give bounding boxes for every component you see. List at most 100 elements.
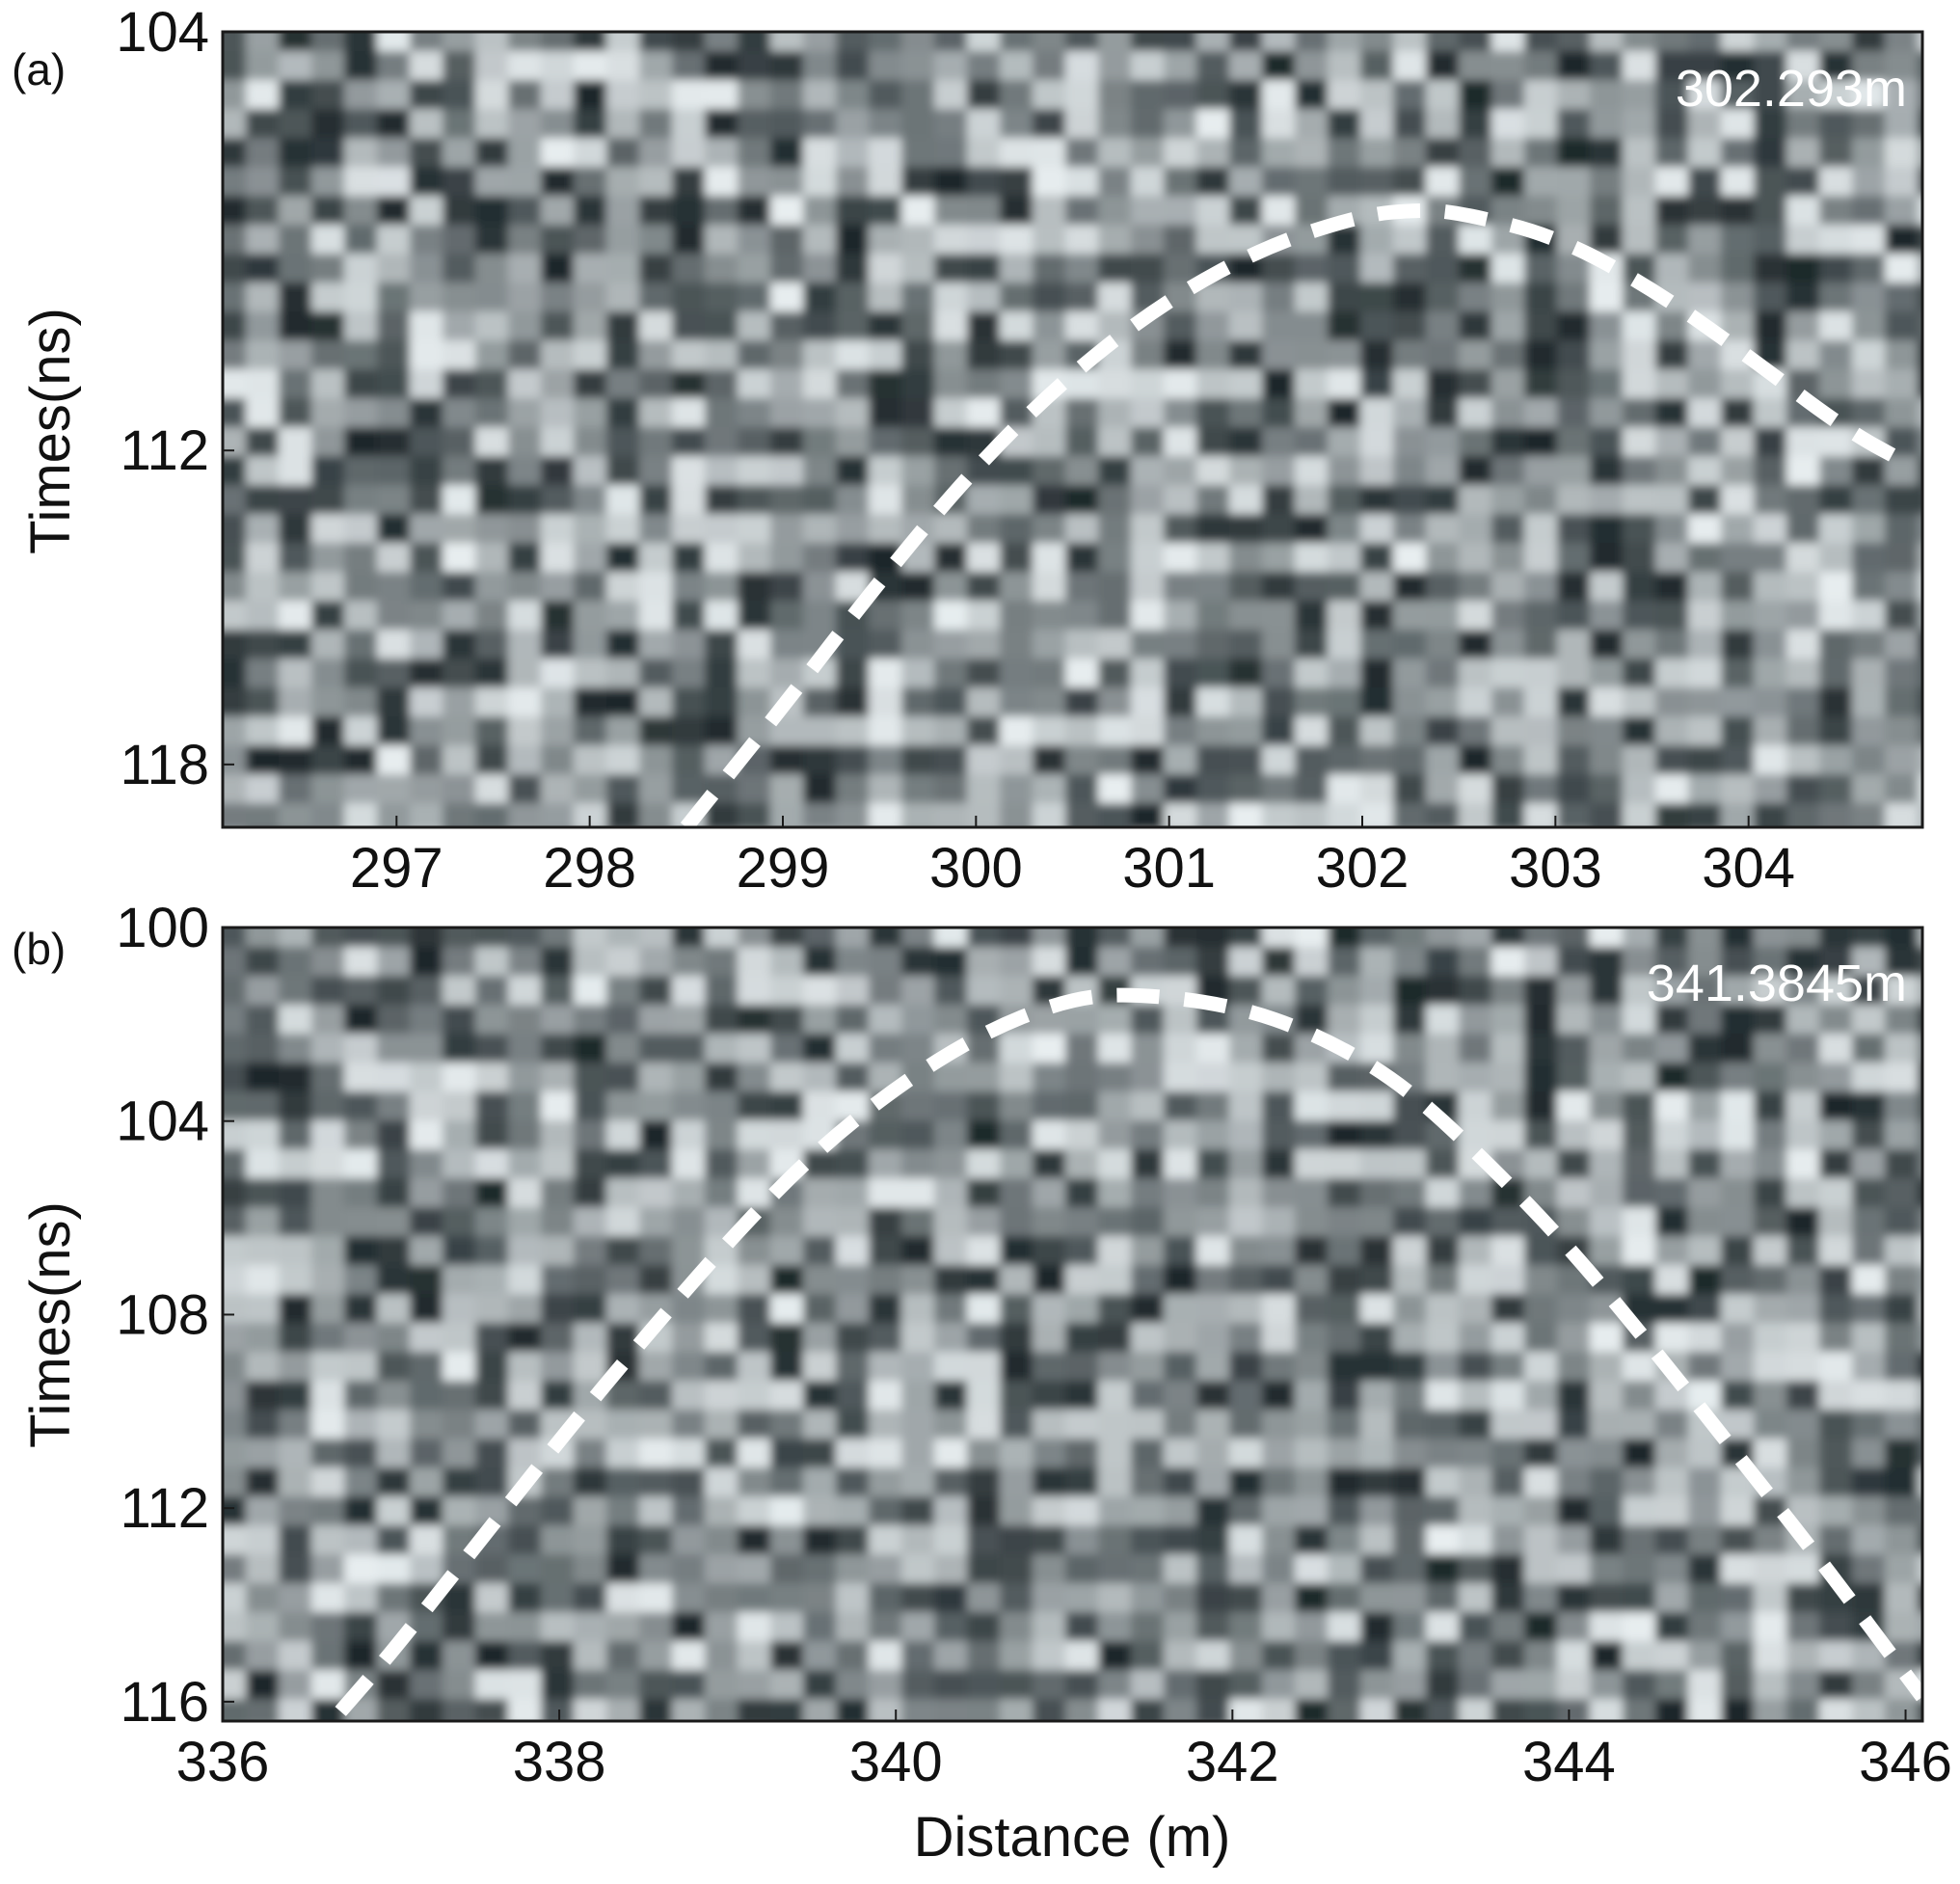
radargram-cell [246,196,282,226]
radargram-cell [1131,630,1166,659]
radargram-cell [344,543,382,573]
radargram-cell [279,1294,317,1324]
radargram-cell [475,976,510,1006]
radargram-cell [1885,774,1922,804]
radargram-cell [869,1149,903,1179]
radargram-cell [1065,572,1100,602]
radargram-cell [705,659,739,688]
radargram-cell [1033,283,1067,312]
radargram-cell [223,1670,249,1700]
radargram-cell [672,1236,708,1266]
radargram-cell [377,1178,414,1208]
radargram-cell [1918,1236,1922,1266]
radargram-cell [1295,1554,1329,1584]
radargram-cell [1885,1207,1922,1237]
radargram-cell [1688,109,1725,139]
radargram-cell [1229,1554,1267,1584]
radargram-cell [1655,1699,1690,1721]
radargram-cell [1229,716,1265,746]
radargram-cell [410,1410,448,1440]
radargram-cell [1459,1005,1495,1035]
radargram-cell [1557,716,1593,746]
radargram-cell [1491,1120,1526,1150]
radargram-cell [1852,51,1887,81]
radargram-cell [901,1294,936,1324]
radargram-cell [869,1496,905,1526]
radargram-cell [738,254,776,283]
radargram-cell [672,80,707,110]
radargram-cell [934,51,973,81]
radargram-cell [223,976,249,1006]
radargram-cell [1426,1352,1461,1382]
radargram-cell [279,456,314,486]
radargram-cell [1688,1467,1725,1497]
radargram-cell [705,543,741,573]
radargram-cell [1524,1034,1559,1063]
radargram-cell [1393,1410,1431,1440]
radargram-cell [1459,225,1496,255]
radargram-cell [377,1294,416,1324]
radargram-cell [1885,1178,1922,1208]
radargram-cell [541,1612,577,1642]
radargram-cell [770,1439,808,1468]
radargram-cell [279,976,313,1006]
radargram-cell [574,1120,610,1150]
radargram-cell [1098,254,1137,283]
radargram-cell [1033,1728,1078,1758]
radargram-cell [246,630,281,659]
radargram-cell [1754,630,1788,659]
radargram-cell [1524,311,1560,341]
radargram-cell [1885,514,1920,544]
radargram-cell [1459,138,1497,168]
radargram-cell [1754,80,1792,110]
radargram-cell [279,283,317,312]
radargram-cell [1229,1670,1265,1700]
hyperbola-curve-b [335,987,1922,1716]
radargram-cell [606,659,641,688]
radargram-cell [1033,1236,1067,1266]
radargram-cell [223,1496,249,1526]
radargram-cell [279,80,313,110]
radargram-cell [1426,1554,1464,1584]
radargram-cell [1491,659,1526,688]
radargram-cell [1000,1323,1036,1353]
radargram-cell [1262,109,1300,139]
radargram-cell [1262,976,1299,1006]
radargram-cell [475,109,513,139]
radargram-cell [1033,51,1069,81]
radargram-cell [1721,1554,1757,1584]
radargram-cell [836,1612,873,1642]
radargram-cell [639,1091,674,1121]
radargram-cell [1229,485,1264,515]
radargram-cell [1295,1641,1329,1671]
radargram-cell [606,543,643,573]
radargram-cell [1786,659,1824,688]
radargram-cell [1918,109,1922,139]
radargram-cell [1262,928,1303,948]
radargram-cell [1426,745,1463,775]
radargram-cell [1623,109,1659,139]
radargram-cell [1885,1381,1922,1411]
radargram-cell [1098,456,1133,486]
radargram-cell [1852,947,1888,977]
radargram-cell [606,1091,643,1121]
radargram-cell [934,774,972,804]
radargram-cell [1229,659,1268,688]
radargram-cell [672,32,714,52]
radargram-cell [377,369,414,399]
radargram-cell [1688,32,1726,52]
radargram-cell [1295,1496,1329,1526]
radargram-cell [410,803,447,827]
radargram-cell [1262,630,1301,659]
radargram-cell [1754,1554,1790,1584]
radargram-cell [443,976,481,1006]
x-tick-label: 336 [176,1731,270,1793]
radargram-cell [803,1439,840,1468]
radargram-cell [967,1728,1015,1758]
radargram-cell [1918,340,1922,370]
radargram-cell [311,716,348,746]
radargram-cell [574,1467,610,1497]
radargram-cell [967,1670,1005,1700]
radargram-cell [475,254,510,283]
radargram-cell [1131,1236,1167,1266]
